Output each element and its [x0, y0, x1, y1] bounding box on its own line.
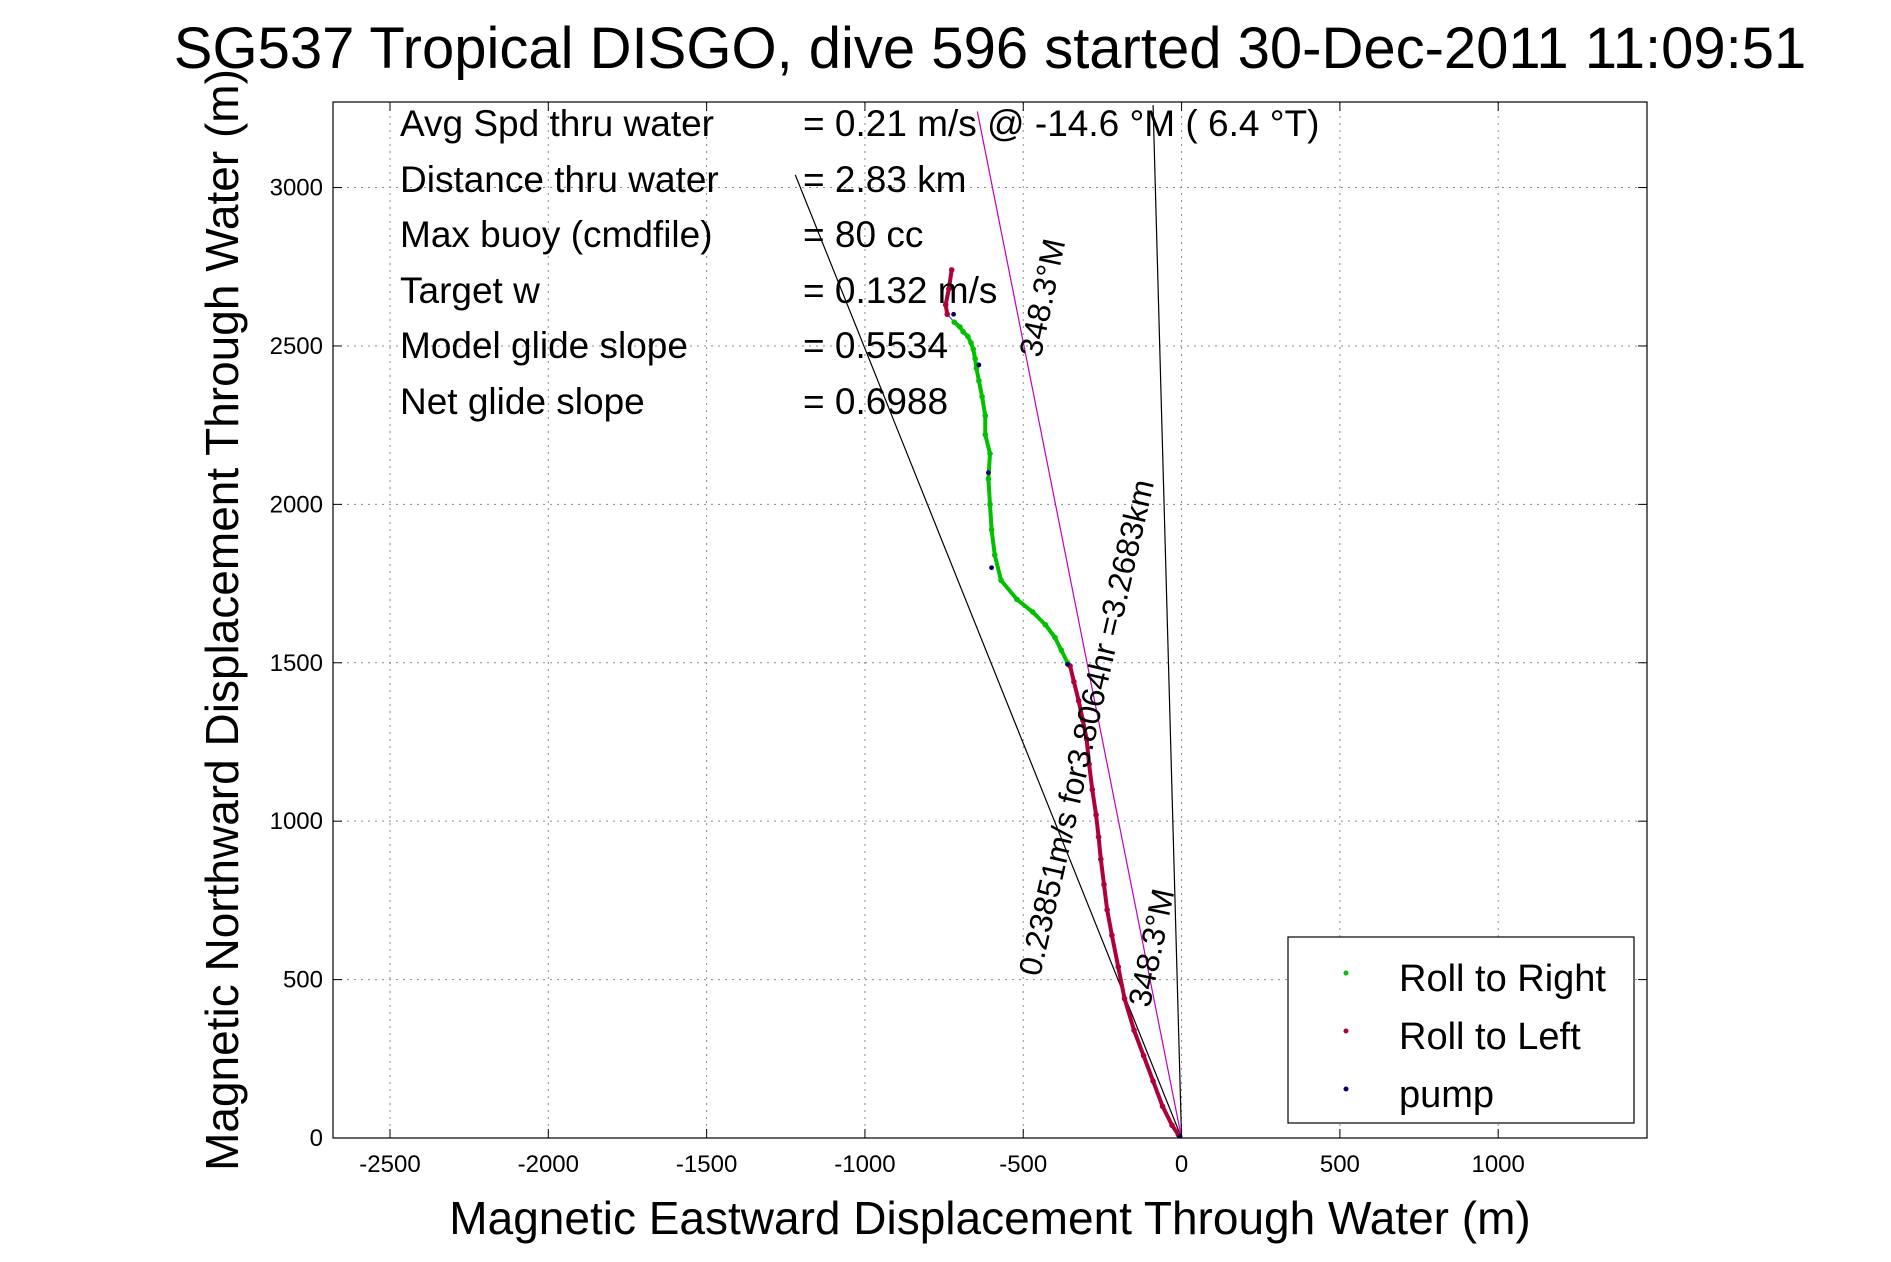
series-point-roll-to-right	[1042, 621, 1049, 628]
series-point-roll-to-left	[1071, 678, 1077, 685]
series-point-pump	[986, 470, 991, 476]
reference-line	[1152, 105, 1183, 1138]
dive-statistics: Avg Spd thru water = 0.21 m/s @ -14.6 °M…	[400, 103, 1319, 422]
series-point-pump	[989, 565, 994, 571]
series-point-roll-to-left	[1121, 995, 1128, 1002]
y-tick-label: 1500	[270, 650, 323, 677]
series-point-roll-to-left	[948, 267, 955, 273]
x-tick-label: -1500	[676, 1151, 737, 1178]
reference-line	[794, 174, 1183, 1138]
stat-label: Model glide slope	[400, 325, 688, 366]
series-point-roll-to-left	[1101, 881, 1107, 888]
series-point-roll-to-right	[991, 552, 998, 558]
series-point-roll-to-right	[979, 393, 985, 400]
series-point-roll-to-right	[970, 346, 977, 352]
series-point-roll-to-left	[1086, 761, 1092, 767]
legend: Roll to Right Roll to Left pump	[1287, 936, 1635, 1124]
y-tick-label: 1000	[270, 808, 323, 835]
series-point-roll-to-right	[951, 319, 958, 325]
series-point-roll-to-right	[1052, 634, 1058, 641]
reference-line	[976, 111, 1183, 1138]
series-point-roll-to-left	[1089, 786, 1096, 793]
series-point-roll-to-left	[942, 301, 949, 308]
series-point-roll-to-right	[1029, 609, 1036, 615]
chart-title: SG537 Tropical DISGO, dive 596 started 3…	[174, 16, 1806, 81]
series-point-roll-to-right	[987, 450, 993, 457]
series-point-roll-to-right	[988, 526, 995, 533]
x-tick-label: 500	[1320, 1151, 1360, 1178]
y-tick-label: 2000	[270, 491, 323, 518]
series-point-roll-to-right	[976, 378, 982, 384]
series-point-roll-to-right	[985, 476, 992, 482]
series-point-roll-to-left	[1093, 812, 1099, 818]
axis-ticks: -2500 -2000 -1500 -1000 -500 0 500 1000 0 500 1000…	[270, 102, 1647, 1178]
y-tick-label: 500	[283, 967, 323, 994]
series-point-roll-to-left	[1150, 1078, 1156, 1084]
series-point-roll-to-right	[965, 333, 971, 340]
x-tick-label: -1000	[834, 1151, 895, 1178]
series-point-roll-to-left	[1159, 1103, 1166, 1110]
series-point-roll-to-left	[1098, 856, 1104, 862]
x-tick-label: -500	[999, 1151, 1047, 1178]
series-point-roll-to-left	[946, 286, 952, 292]
legend-marker-roll-left	[1343, 1028, 1349, 1034]
series-point-roll-to-right	[982, 412, 989, 419]
series-point-roll-to-right	[957, 324, 963, 330]
x-tick-label: -2000	[518, 1151, 579, 1178]
x-tick-label: 0	[1175, 1151, 1188, 1178]
stat-value: = 0.132 m/s	[803, 270, 997, 311]
stat-value: = 0.5534	[803, 325, 948, 366]
series-point-roll-to-left	[1104, 907, 1110, 913]
stat-value: = 0.6988	[803, 381, 948, 422]
series-point-roll-to-right	[1058, 647, 1065, 653]
series-point-roll-to-left	[1109, 932, 1115, 939]
legend-label-roll-right: Roll to Right	[1399, 958, 1606, 1000]
stat-label: Distance thru water	[400, 159, 719, 200]
legend-marker-pump	[1343, 1086, 1349, 1092]
series-point-roll-to-right	[960, 328, 966, 335]
series-point-roll-to-right	[982, 431, 989, 438]
x-tick-label: -2500	[359, 1151, 420, 1178]
x-axis-label: Magnetic Eastward Displacement Through W…	[449, 1192, 1530, 1244]
series-point-roll-to-left	[1131, 1027, 1137, 1034]
series-point-roll-to-right	[972, 355, 978, 362]
series-point-roll-to-left	[1083, 736, 1090, 742]
stat-label: Net glide slope	[400, 381, 645, 422]
series-point-roll-to-left	[1079, 716, 1086, 723]
series-line-roll-to-left	[943, 267, 954, 317]
legend-label-pump: pump	[1399, 1074, 1494, 1116]
stat-label: Target w	[400, 270, 540, 311]
series-point-roll-to-left	[1095, 834, 1102, 840]
reference-lines	[794, 105, 1183, 1138]
y-axis-label: Magnetic Northward Displacement Through …	[196, 69, 248, 1171]
series-point-roll-to-right	[968, 339, 974, 346]
series-point-roll-to-left	[1115, 964, 1122, 970]
series-point-roll-to-left	[1169, 1122, 1175, 1129]
series-point-roll-to-right	[998, 577, 1004, 584]
y-tick-label: 3000	[270, 175, 323, 202]
series-point-roll-to-left	[1140, 1052, 1147, 1059]
legend-label-roll-left: Roll to Left	[1399, 1016, 1581, 1058]
stat-value: = 2.83 km	[803, 159, 967, 200]
series-point-roll-to-left	[1075, 697, 1082, 704]
stat-label: Max buoy (cmdfile)	[400, 214, 713, 255]
stat-value: = 80 cc	[803, 214, 923, 255]
dive-track-series	[942, 267, 1183, 1138]
stat-value: = 0.21 m/s @ -14.6 °M ( 6.4 °T)	[803, 103, 1319, 144]
series-point-roll-to-right	[987, 501, 993, 508]
series-point-pump	[976, 362, 982, 368]
x-tick-label: 1000	[1471, 1151, 1524, 1178]
legend-marker-roll-right	[1343, 970, 1349, 976]
series-point-roll-to-left	[944, 311, 951, 318]
series-point-pump	[951, 311, 956, 317]
plot-frame	[332, 101, 1648, 1139]
y-tick-label: 0	[310, 1125, 323, 1152]
series-point-pump	[1065, 661, 1070, 667]
y-tick-label: 2500	[270, 333, 323, 360]
stat-label: Avg Spd thru water	[400, 103, 714, 144]
series-point-roll-to-right	[1014, 596, 1020, 603]
